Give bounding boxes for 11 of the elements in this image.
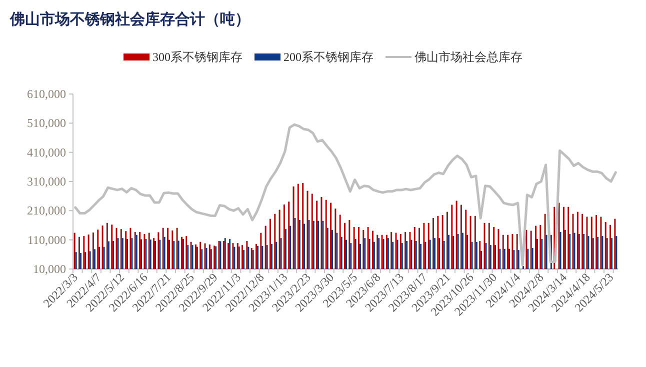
y-tick-label: 610,000 <box>27 87 66 101</box>
legend-label: 300系不锈钢库存 <box>152 50 242 64</box>
y-tick-label: 310,000 <box>27 174 66 188</box>
y-tick-label: 10,000 <box>33 262 66 276</box>
y-tick-label: 110,000 <box>27 232 66 247</box>
y-tick-label: 510,000 <box>27 116 66 130</box>
y-tick-label: 410,000 <box>27 145 66 160</box>
y-tick-label: 210,000 <box>27 204 66 218</box>
legend-label: 佛山市场社会总库存 <box>414 50 522 64</box>
legend-label: 200系不锈钢库存 <box>284 50 374 64</box>
chart-title: 佛山市场不锈钢社会库存合计（吨） <box>9 10 250 28</box>
